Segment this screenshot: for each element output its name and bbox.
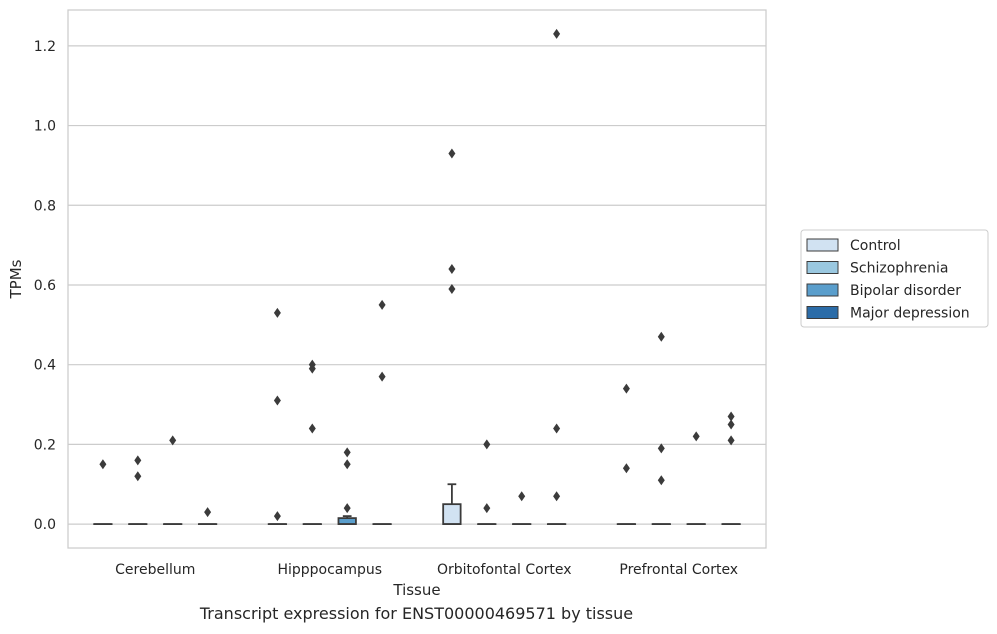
box-group: [616, 383, 637, 525]
outlier-point: [657, 475, 665, 486]
outlier-point: [99, 459, 107, 470]
outlier-point: [378, 299, 386, 310]
box-group: [546, 28, 567, 525]
outlier-point: [273, 307, 281, 318]
outlier-point: [692, 431, 700, 442]
box-series: [93, 28, 741, 525]
box-body: [442, 503, 462, 525]
legend: Control Schizophrenia Bipolar disorder Majo…: [800, 229, 989, 328]
outlier-point: [308, 363, 316, 374]
outlier-point: [657, 443, 665, 454]
legend-frame: [800, 229, 989, 328]
box-group: [651, 331, 671, 525]
outlier-point: [343, 447, 351, 458]
outlier-point: [553, 491, 561, 502]
box-group: [93, 459, 113, 525]
x-tick-label: Prefrontal Cortex: [619, 562, 738, 578]
outlier-point: [483, 503, 491, 514]
outlier-point: [378, 371, 386, 382]
box-group: [163, 435, 183, 525]
legend-label: Schizophrenia: [850, 261, 948, 277]
y-tick-label: 1.0: [34, 119, 56, 135]
figure-caption: Transcript expression for ENST0000046957…: [199, 604, 634, 623]
grid-lines: [68, 45, 766, 525]
outlier-point: [727, 435, 735, 446]
box-group: [337, 447, 357, 525]
legend-label: Bipolar disorder: [850, 283, 961, 299]
y-tick-label: 0.4: [34, 358, 56, 374]
outlier-point: [343, 503, 351, 514]
outlier-point: [204, 507, 212, 518]
outlier-point: [134, 455, 142, 466]
outlier-point: [518, 491, 526, 502]
outlier-point: [343, 459, 351, 470]
outlier-point: [553, 423, 561, 434]
outlier-point: [483, 439, 491, 450]
legend-swatch: [806, 238, 839, 252]
y-tick-label: 0.0: [34, 517, 56, 533]
box-group: [128, 455, 148, 525]
x-tick-label: Orbitofontal Cortex: [437, 562, 572, 578]
box-group: [512, 491, 532, 525]
legend-swatch: [806, 306, 839, 319]
box-group: [442, 148, 462, 525]
outlier-point: [448, 264, 456, 275]
x-axis-label: Tissue: [392, 581, 440, 599]
outlier-point: [727, 411, 735, 422]
box-group: [302, 359, 322, 525]
outlier-point: [134, 471, 142, 482]
outlier-point: [308, 423, 316, 434]
legend-label: Major depression: [850, 306, 970, 322]
x-tick-label: Cerebellum: [115, 562, 195, 578]
x-tick-label: Hipppocampus: [277, 562, 382, 578]
outlier-point: [273, 395, 281, 406]
outlier-point: [657, 331, 665, 342]
outlier-point: [169, 435, 177, 446]
legend-swatch: [806, 261, 839, 274]
box-group: [686, 431, 706, 525]
outlier-point: [553, 28, 561, 39]
y-tick-label: 0.2: [34, 437, 56, 453]
outlier-point: [622, 383, 630, 394]
outlier-point: [622, 463, 630, 474]
box-group: [267, 307, 288, 525]
outlier-point: [448, 148, 456, 159]
y-axis-label: TPMs: [7, 259, 25, 299]
box-group: [477, 439, 497, 525]
outlier-point: [273, 511, 281, 522]
plot-background: [68, 10, 766, 548]
y-tick-label: 0.6: [34, 278, 56, 294]
box-group: [197, 507, 218, 525]
y-tick-label: 0.8: [34, 198, 56, 214]
plot-frame: [67, 9, 767, 549]
y-tick-label: 1.2: [34, 39, 56, 55]
legend-swatch: [806, 283, 839, 297]
y-axis-ticks: 0.0 0.2 0.4 0.6 0.8 1.0 1.2: [34, 39, 56, 533]
outlier-point: [727, 419, 735, 430]
legend-label: Control: [850, 238, 901, 254]
box-group: [372, 299, 392, 525]
x-axis-ticks: Cerebellum Hipppocampus Orbitofontal Corte…: [115, 562, 738, 578]
box-group: [721, 411, 741, 525]
outlier-point: [448, 283, 456, 294]
